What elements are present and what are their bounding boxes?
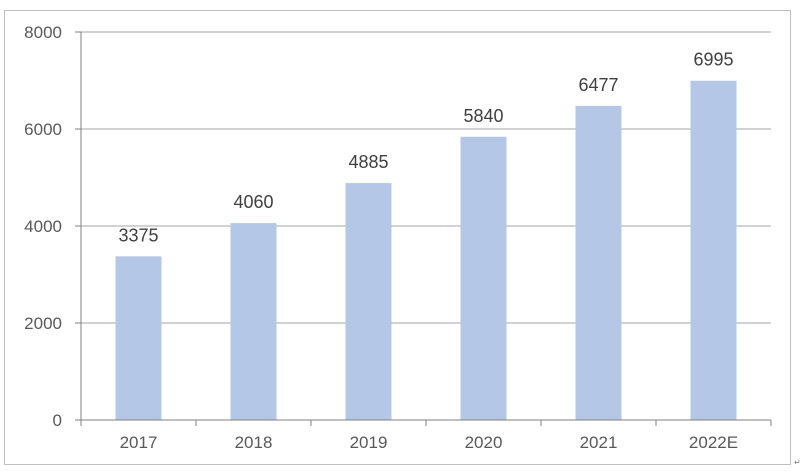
x-tick-label: 2018 xyxy=(235,433,273,452)
data-label: 4060 xyxy=(233,192,273,212)
x-tick-label: 2020 xyxy=(465,433,503,452)
y-tick-label: 4000 xyxy=(24,217,62,236)
bar xyxy=(575,105,622,420)
data-label: 6995 xyxy=(693,50,733,70)
gridlines xyxy=(81,31,771,324)
chart-frame xyxy=(4,10,791,465)
data-label: 3375 xyxy=(118,225,158,245)
bar xyxy=(345,183,392,420)
x-tick-label: 2019 xyxy=(350,433,388,452)
axes xyxy=(75,31,772,426)
y-tick-label: 6000 xyxy=(24,120,62,139)
data-label: 6477 xyxy=(578,75,618,95)
bar xyxy=(230,223,277,420)
labels: 0 2000 4000 6000 8000 3375 2017 4060 2018 4885 201… xyxy=(24,23,738,452)
x-tick-label: 2017 xyxy=(120,433,158,452)
paragraph-mark: ↵ xyxy=(794,458,800,467)
data-label: 5840 xyxy=(463,106,503,126)
bars xyxy=(115,80,737,421)
y-tick-label: 0 xyxy=(53,411,62,430)
bar xyxy=(690,80,737,421)
data-label: 4885 xyxy=(348,152,388,172)
x-tick-label: 2022E xyxy=(689,433,738,452)
bar xyxy=(460,136,507,420)
bar xyxy=(115,256,162,420)
y-tick-label: 2000 xyxy=(24,314,62,333)
x-tick-label: 2021 xyxy=(580,433,618,452)
y-tick-label: 8000 xyxy=(24,23,62,42)
